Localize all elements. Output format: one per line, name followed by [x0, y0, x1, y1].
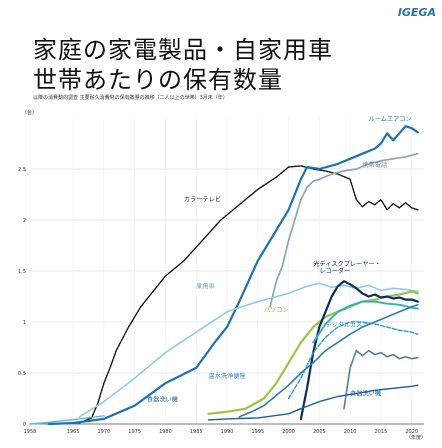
y-tick-label: 1.5 — [18, 269, 26, 275]
series-label: 乗用車 — [196, 282, 215, 290]
x-tick-label: 2010 — [344, 429, 357, 435]
series-line-10 — [207, 384, 419, 421]
series-line-2 — [269, 152, 419, 308]
series-line-8 — [343, 349, 419, 410]
x-tick-label: 1980 — [159, 429, 172, 435]
x-tick-label: 2000 — [282, 429, 295, 435]
series-label: レコーダー — [319, 267, 350, 275]
series-label: デジタルカメラ — [326, 321, 369, 329]
x-tick-label: 1990 — [221, 429, 234, 435]
series-label: 光ディスクプレーヤー・ — [313, 260, 381, 268]
x-tick-label: 1975 — [128, 429, 141, 435]
y-tick-label: 2.5 — [18, 167, 26, 173]
series-label: 食器洗い機 — [147, 396, 178, 404]
series-line-4 — [207, 290, 419, 415]
series-label: カラーテレビ — [184, 196, 221, 204]
x-tick-label: 1965 — [67, 429, 80, 435]
x-tick-label: 1985 — [190, 429, 203, 435]
y-tick-label: 1 — [23, 320, 26, 326]
series-line-0 — [78, 165, 419, 424]
chart-subtitle: 以降の消費動向調査 主要耐久消費財の保有数量の推移（二人以上の世帯）3月末（年） — [33, 95, 228, 101]
x-tick-label: 2020 — [405, 429, 418, 435]
chart-title-line1: 家庭の家電製品・自家用車 — [33, 36, 333, 64]
chart-series — [29, 125, 419, 426]
chart-title-line2: 世帯あたりの保有数量 — [33, 66, 283, 94]
x-tick-label: 2005 — [313, 429, 326, 435]
y-tick-label: 0.5 — [18, 371, 26, 377]
series-line-3 — [78, 282, 419, 418]
brand-logo: IGEGA — [397, 6, 436, 19]
y-tick-label: 0 — [23, 422, 26, 428]
chart-axes: 0 0.5 1 1.5 2 2.5 1958 1965 1970 1975 1980 1985 1990… — [18, 109, 426, 441]
series-line-7 — [312, 300, 419, 344]
series-line-9 — [238, 303, 419, 418]
x-tick-label: 2015 — [375, 429, 388, 435]
chart-labels: ルームエアコン携帯電話カラーテレビ光ディスクプレーヤー・レコーダー乗用車パソコン… — [147, 116, 412, 404]
x-axis-unit: （年度） — [406, 434, 426, 441]
series-line-5 — [299, 280, 419, 420]
x-tick-label: 1970 — [98, 429, 111, 435]
series-label: 食器洗い機 — [350, 389, 381, 397]
series-label: 温水洗浄便座 — [209, 372, 246, 380]
series-line-1 — [47, 125, 419, 426]
series-label: 携帯電話 — [362, 161, 387, 169]
series-line-11 — [29, 415, 105, 425]
y-axis-unit: （台） — [22, 109, 37, 116]
series-label: ルームエアコン — [369, 116, 412, 123]
x-tick-label: 1958 — [24, 429, 37, 435]
series-line-6 — [287, 321, 419, 400]
x-tick-label: 1995 — [251, 429, 264, 435]
series-label: パソコン — [264, 307, 289, 314]
y-tick-label: 2 — [23, 218, 26, 224]
